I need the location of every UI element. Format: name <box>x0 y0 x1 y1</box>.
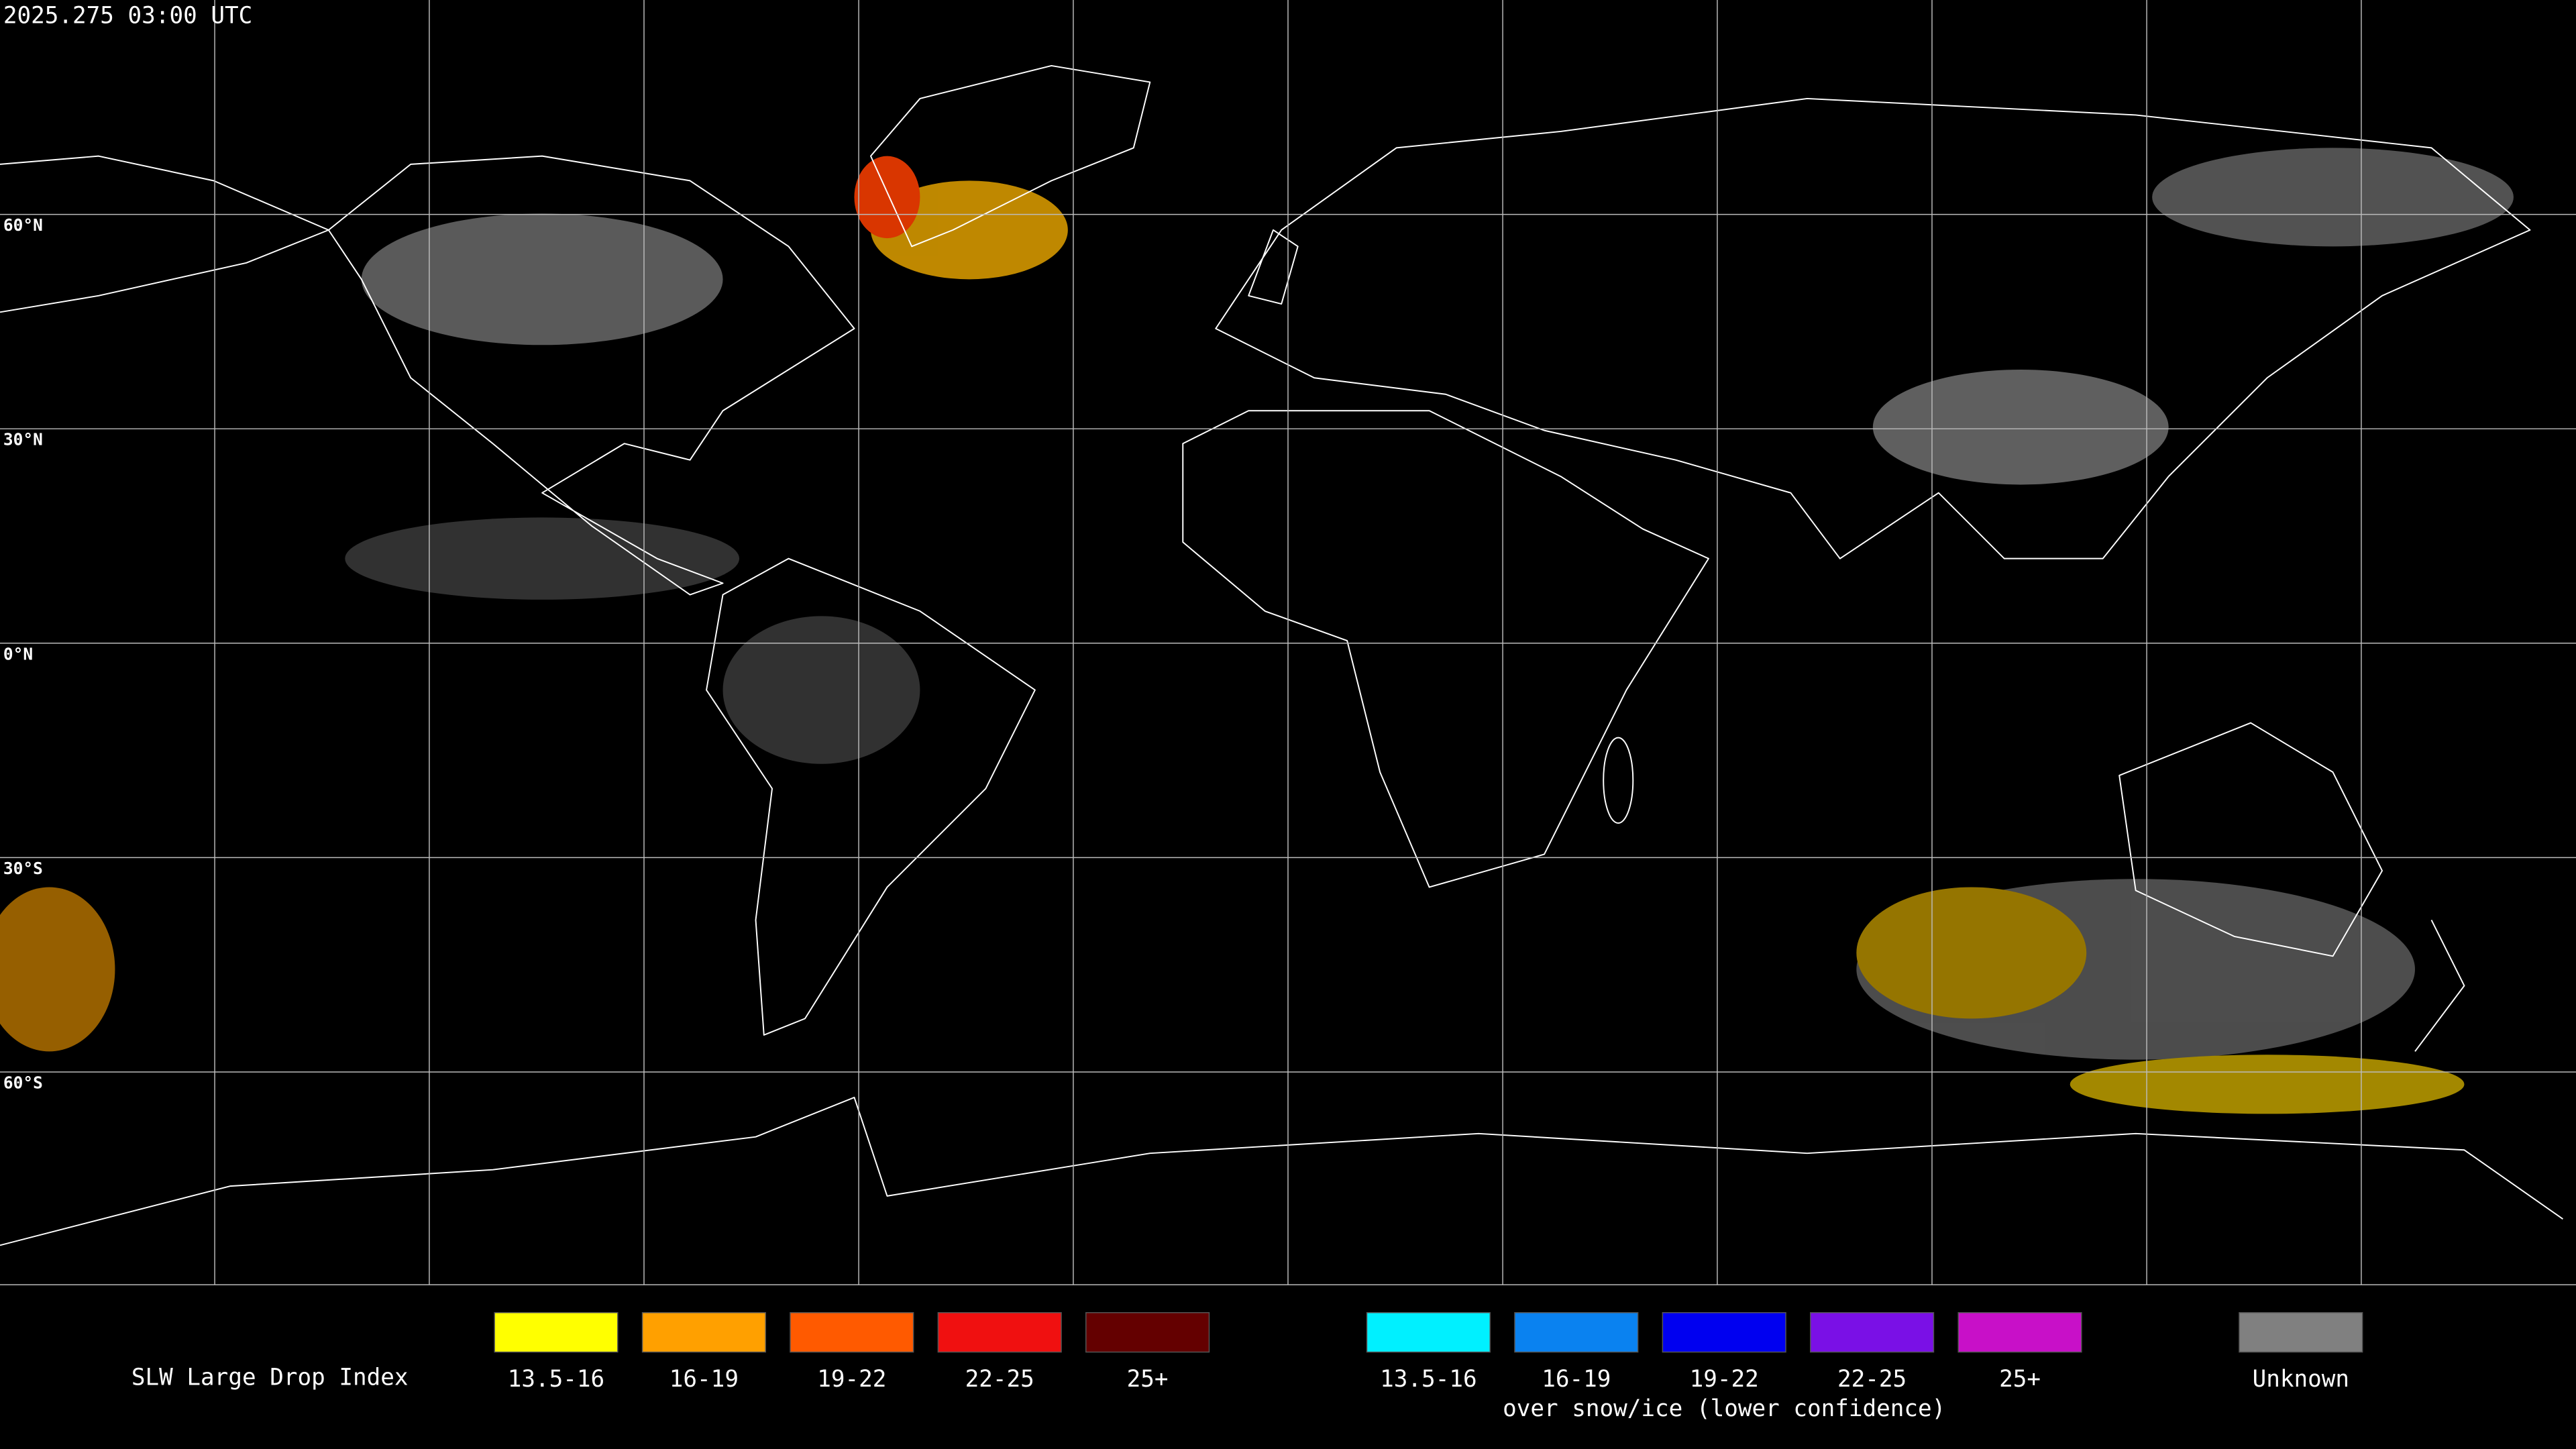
legend-label: 25+ <box>1127 1366 1169 1393</box>
cloud-patches <box>0 148 2514 1114</box>
legend-label: 13.5-16 <box>1380 1366 1477 1393</box>
legend-title: SLW Large Drop Index <box>131 1364 409 1391</box>
legend-caption: over snow/ice (lower confidence) <box>1503 1395 1945 1422</box>
legend-label: 16-19 <box>669 1366 739 1393</box>
legend-swatch <box>790 1312 914 1353</box>
legend-label: 25+ <box>1999 1366 2041 1393</box>
legend-swatch <box>1514 1312 1639 1353</box>
latitude-label: 30°S <box>3 859 43 878</box>
legend-label: 19-22 <box>1690 1366 1759 1393</box>
legend-swatch <box>1810 1312 1935 1353</box>
legend-swatch <box>494 1312 619 1353</box>
latitude-label: 60°S <box>3 1073 43 1092</box>
latitude-label: 30°N <box>3 430 43 449</box>
legend-swatch <box>937 1312 1062 1353</box>
legend-swatch <box>1957 1312 2082 1353</box>
latitude-label: 0°N <box>3 644 33 663</box>
legend-swatch <box>1085 1312 1210 1353</box>
legend-label: 19-22 <box>817 1366 886 1393</box>
graticule <box>0 0 2576 1285</box>
legend-swatch <box>2239 1312 2363 1353</box>
legend-label: Unknown <box>2253 1366 2349 1393</box>
timestamp: 2025.275 03:00 UTC <box>3 2 252 29</box>
legend-label: 13.5-16 <box>508 1366 604 1393</box>
legend-swatch <box>1366 1312 1491 1353</box>
legend-label: 16-19 <box>1542 1366 1611 1393</box>
latitude-label: 60°N <box>3 215 43 235</box>
coastlines <box>0 64 2563 1246</box>
legend-swatch <box>641 1312 766 1353</box>
legend-label: 22-25 <box>1837 1366 1907 1393</box>
legend-swatch <box>1662 1312 1786 1353</box>
legend-label: 22-25 <box>965 1366 1034 1393</box>
